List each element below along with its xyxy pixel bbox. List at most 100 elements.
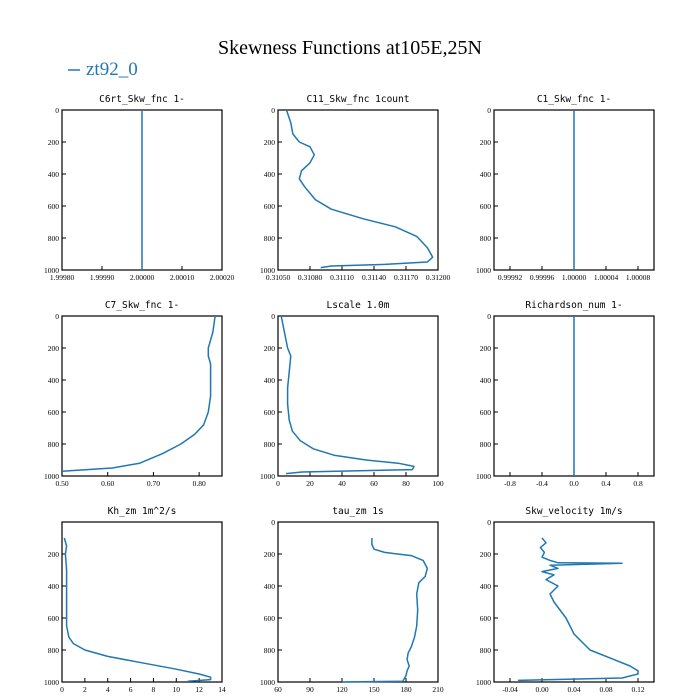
- y-tick-label: 0: [271, 312, 275, 321]
- x-tick-label: 80: [402, 479, 410, 488]
- y-tick-label: 600: [48, 614, 60, 623]
- y-tick-label: 0: [55, 106, 59, 115]
- y-tick-label: 800: [480, 234, 492, 243]
- y-tick-label: 1000: [260, 472, 275, 481]
- x-tick-label: 0.31080: [298, 273, 323, 282]
- y-tick-label: 0: [487, 106, 491, 115]
- panel-1: C6rt_Skw_fnc 1- 1.99980 1.99990 2.00000 2.00…: [44, 94, 234, 282]
- x-tick-label: 14: [218, 685, 226, 694]
- x-tick-label: 0.31140: [362, 273, 386, 282]
- series-line-zt92_0: [517, 537, 639, 682]
- plot-frame: [277, 109, 439, 271]
- y-tick-label: 1000: [44, 678, 59, 687]
- x-tick-label: 0.60: [101, 479, 114, 488]
- y-tick-label: 400: [480, 170, 492, 179]
- y-tick-label: 800: [48, 646, 60, 655]
- y-tick-label: 400: [48, 582, 60, 591]
- x-tick-label: 0: [276, 479, 280, 488]
- series-line-zt92_0: [61, 315, 216, 472]
- x-tick-label: 0.99992: [498, 273, 523, 282]
- y-tick-label: 200: [480, 550, 492, 559]
- x-tick-label: 0.70: [147, 479, 160, 488]
- panels-grid: C6rt_Skw_fnc 1- 1.99980 1.99990 2.00000 2.00…: [44, 94, 655, 694]
- x-tick-label: -0.8: [504, 479, 516, 488]
- panel-title: tau_zm 1s: [332, 506, 383, 517]
- panel-4: C7_Skw_fnc 1- 0.50 0.60 0.70 0.80 0 200 400 600 8…: [44, 300, 223, 488]
- plot-frame: [277, 521, 439, 683]
- x-tick-label: 0.08: [599, 685, 612, 694]
- x-tick-label: 2.00020: [210, 273, 235, 282]
- y-tick-label: 800: [264, 440, 276, 449]
- x-tick-label: 2.00010: [170, 273, 195, 282]
- y-tick-label: 800: [48, 440, 60, 449]
- x-tick-label: 60: [370, 479, 378, 488]
- y-tick-label: 800: [480, 440, 492, 449]
- figure-title: Skewness Functions at105E,25N: [218, 37, 482, 59]
- x-tick-label: 40: [338, 479, 346, 488]
- y-tick-label: 600: [48, 408, 60, 417]
- x-tick-label: 0.99996: [530, 273, 555, 282]
- y-tick-label: 800: [48, 234, 60, 243]
- x-tick-label: 180: [400, 685, 412, 694]
- panel-title: C7_Skw_fnc 1-: [105, 300, 179, 311]
- panel-9: Skw_velocity 1m/s -0.04 0.00 0.04 0.08 0.12 0 2…: [476, 506, 655, 694]
- y-tick-label: 400: [480, 376, 492, 385]
- panel-2: C11_Skw_fnc 1count 0.31050 0.31080 0.31110 0…: [260, 94, 450, 282]
- plot-frame: [493, 521, 655, 683]
- y-tick-label: 600: [264, 614, 276, 623]
- y-tick-label: 400: [480, 582, 492, 591]
- x-tick-label: 6: [129, 685, 133, 694]
- y-tick-label: 200: [48, 138, 60, 147]
- x-tick-label: 12: [195, 685, 203, 694]
- y-tick-label: 800: [480, 646, 492, 655]
- y-tick-label: 200: [264, 550, 276, 559]
- x-tick-label: 1.99980: [50, 273, 75, 282]
- y-tick-label: 200: [264, 138, 276, 147]
- x-tick-label: 0.04: [567, 685, 580, 694]
- y-tick-label: 0: [487, 312, 491, 321]
- y-tick-label: 400: [264, 376, 276, 385]
- legend-label: zt92_0: [86, 59, 138, 80]
- x-tick-label: 0.50: [55, 479, 68, 488]
- x-tick-label: 0.0: [569, 479, 579, 488]
- x-tick-label: 0.12: [631, 685, 644, 694]
- y-tick-label: 400: [48, 170, 60, 179]
- x-tick-label: 2: [83, 685, 87, 694]
- y-tick-label: 200: [264, 344, 276, 353]
- x-tick-label: 0.80: [193, 479, 206, 488]
- x-tick-label: 10: [173, 685, 181, 694]
- panel-title: C6rt_Skw_fnc 1-: [99, 94, 185, 105]
- y-tick-label: 200: [480, 138, 492, 147]
- panel-title: Lscale 1.0m: [327, 300, 390, 311]
- x-tick-label: 0.4: [601, 479, 611, 488]
- x-tick-label: 210: [432, 685, 444, 694]
- x-tick-label: 2.00000: [130, 273, 155, 282]
- x-tick-label: 0.31170: [394, 273, 418, 282]
- series-line-zt92_0: [285, 109, 434, 269]
- y-tick-label: 200: [48, 344, 60, 353]
- panel-8: tau_zm 1s 60 90 120 150 180 210 0 200 400 600 800 10…: [260, 506, 444, 694]
- y-tick-label: 0: [271, 106, 275, 115]
- y-tick-label: 0: [55, 312, 59, 321]
- legend: zt92_0: [68, 59, 138, 80]
- plot-frame: [61, 521, 223, 683]
- y-tick-label: 600: [48, 202, 60, 211]
- y-tick-label: 1000: [44, 266, 59, 275]
- panel-6: Richardson_num 1- -0.8 -0.4 0.0 0.4 0.8 0 200 40…: [476, 300, 655, 488]
- y-tick-label: 400: [264, 170, 276, 179]
- x-tick-label: 0.00: [535, 685, 548, 694]
- y-tick-label: 1000: [476, 678, 491, 687]
- y-tick-label: 600: [480, 408, 492, 417]
- x-tick-label: 1.99990: [90, 273, 115, 282]
- y-tick-label: 400: [48, 376, 60, 385]
- y-tick-label: 200: [480, 344, 492, 353]
- y-tick-label: 1000: [44, 472, 59, 481]
- x-tick-label: 60: [274, 685, 282, 694]
- x-tick-label: 1.00000: [562, 273, 587, 282]
- panel-7: Kh_zm 1m^2/s 0 2 4 6 8 10 12 14 200 400 600 800 1000: [44, 506, 226, 694]
- y-tick-label: 600: [480, 614, 492, 623]
- y-tick-label: 0: [487, 518, 491, 527]
- panel-title: Skw_velocity 1m/s: [525, 506, 622, 517]
